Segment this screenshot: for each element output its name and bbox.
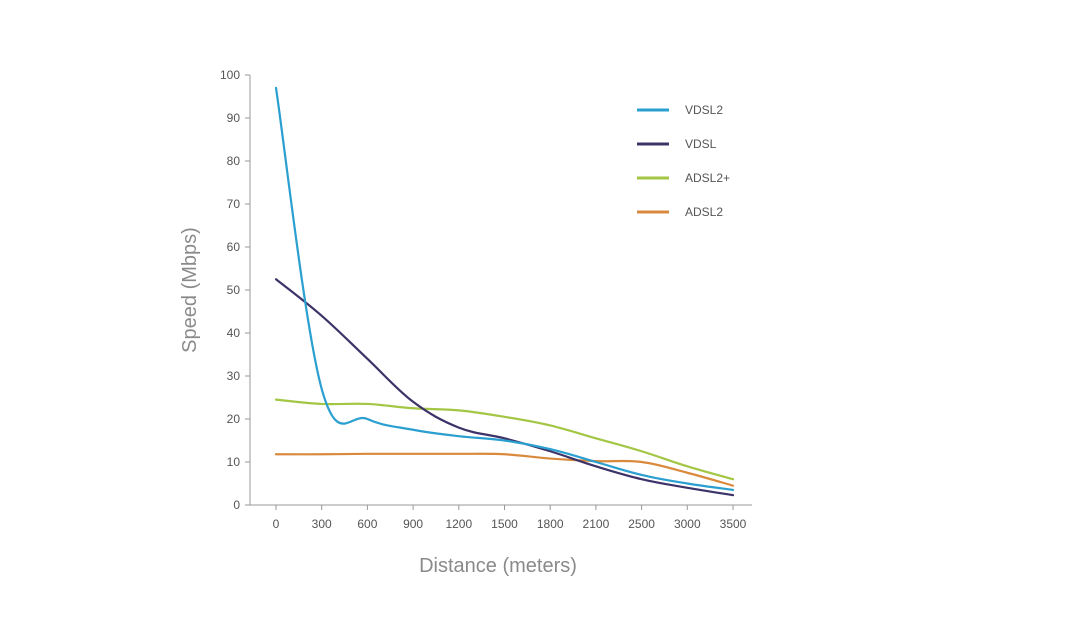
y-axis-title: Speed (Mbps): [179, 227, 201, 353]
x-tick-label: 0: [273, 517, 280, 531]
y-ticks: 0 10 20 30 40 50 60 70 80 90 100: [220, 68, 250, 512]
legend: VDSL2 VDSL ADSL2+ ADSL2: [637, 103, 730, 219]
legend-label: VDSL2: [685, 103, 723, 117]
series-line-vdsl2: [274, 86, 735, 492]
x-tick-label: 1200: [445, 517, 472, 531]
y-tick-label: 60: [227, 240, 241, 254]
y-tick-label: 30: [227, 369, 241, 383]
y-tick-label: 90: [227, 111, 241, 125]
legend-label: VDSL: [685, 137, 717, 151]
x-tick-label: 1500: [491, 517, 518, 531]
x-tick-label: 2500: [628, 517, 655, 531]
y-tick-label: 0: [233, 498, 240, 512]
x-tick-label: 1800: [537, 517, 564, 531]
x-tick-label: 600: [357, 517, 377, 531]
y-tick-label: 80: [227, 154, 241, 168]
y-tick-label: 10: [227, 455, 241, 469]
y-tick-label: 50: [227, 283, 241, 297]
x-tick-label: 3000: [674, 517, 701, 531]
x-tick-label: 3500: [720, 517, 747, 531]
series-line-adsl2-: [274, 398, 735, 481]
y-tick-label: 70: [227, 197, 241, 211]
x-tick-label: 2100: [583, 517, 610, 531]
legend-label: ADSL2+: [685, 171, 730, 185]
x-ticks: 0 300 600 900 1200 1500 1800 2100 2500 3000 3500: [273, 505, 747, 531]
y-tick-label: 20: [227, 412, 241, 426]
series-lines: [274, 86, 735, 497]
y-tick-label: 40: [227, 326, 241, 340]
legend-label: ADSL2: [685, 205, 723, 219]
series-line-vdsl: [274, 278, 735, 497]
series-line-adsl2: [274, 452, 735, 487]
x-tick-label: 300: [312, 517, 332, 531]
x-axis-title: Distance (meters): [419, 555, 577, 577]
x-tick-label: 900: [403, 517, 423, 531]
y-tick-label: 100: [220, 68, 240, 82]
